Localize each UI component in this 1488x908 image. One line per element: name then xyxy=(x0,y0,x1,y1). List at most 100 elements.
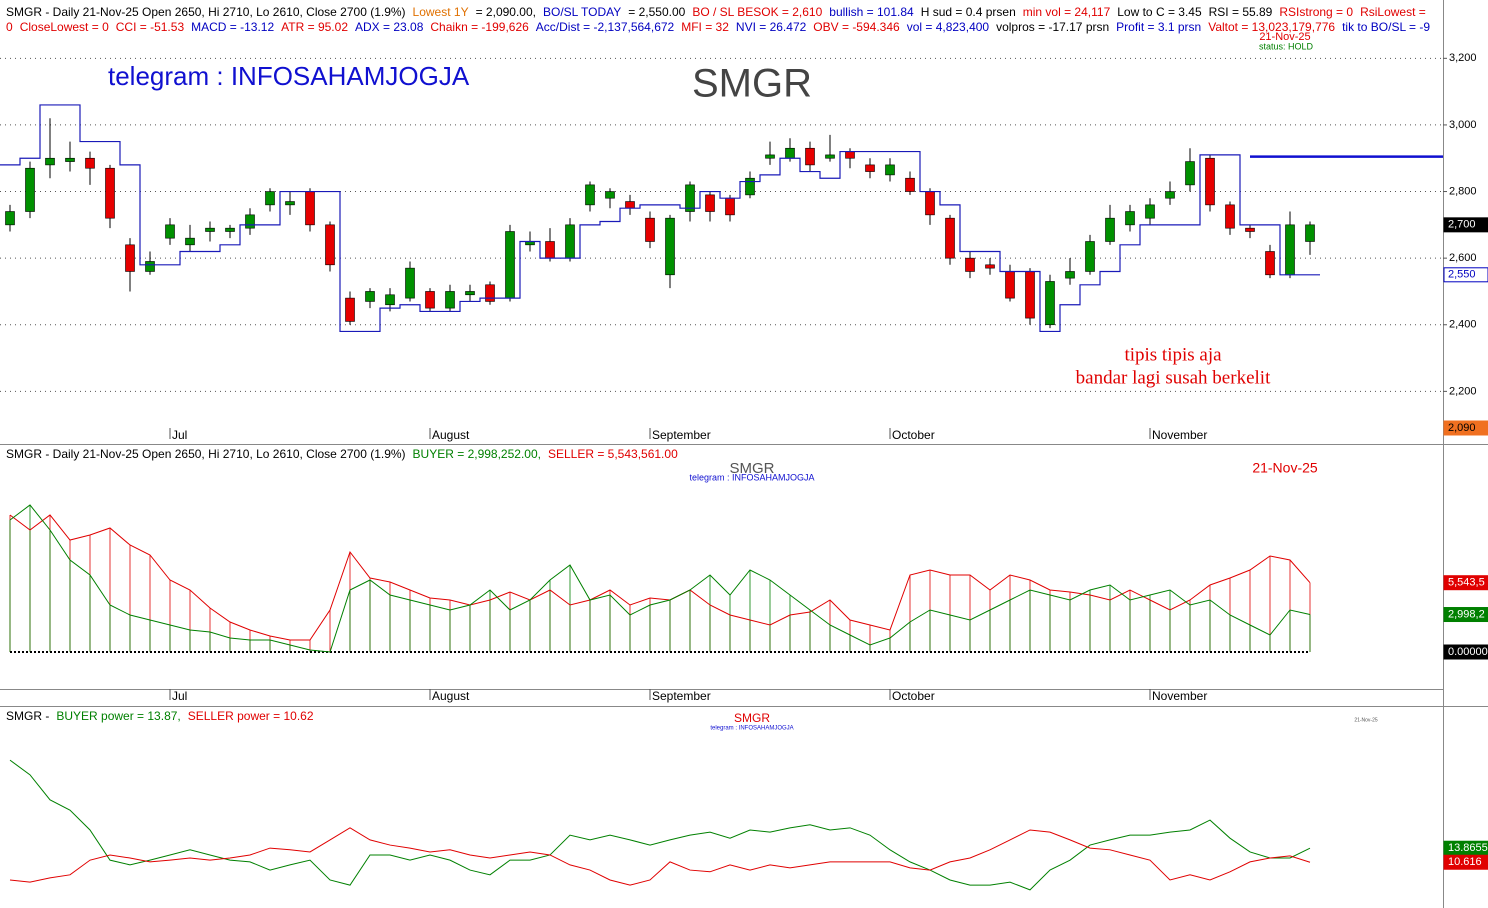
series-line xyxy=(9,827,1311,886)
title-segment: bullish = 101.84 xyxy=(829,5,914,19)
value-label: 2,998,2 xyxy=(1448,608,1485,620)
x-tick-label: August xyxy=(432,428,470,442)
date-label: 21-Nov-25 xyxy=(1354,717,1378,723)
candle-body xyxy=(1285,224,1295,276)
candle-body xyxy=(865,164,875,172)
value-label-box xyxy=(1443,644,1488,660)
candle-body xyxy=(385,294,395,306)
candle-body xyxy=(825,154,835,159)
title-segment: CloseLowest = 0 xyxy=(19,20,109,34)
candle-body xyxy=(1145,204,1155,219)
candle-body xyxy=(1205,157,1215,206)
candle-body xyxy=(45,157,55,166)
candle-body xyxy=(545,241,555,259)
candle-body xyxy=(1045,281,1055,326)
y-tick-label: 3,200 xyxy=(1449,52,1477,64)
series-line xyxy=(9,759,1311,891)
title-segment: OBV = -594.346 xyxy=(813,20,900,34)
candle-body xyxy=(625,201,635,209)
title-segment: MACD = -13.12 xyxy=(191,20,275,34)
value-label: 13.8655 xyxy=(1448,842,1488,854)
title-segment: SMGR - Daily 21-Nov-25 Open 2650, Hi 271… xyxy=(6,447,406,461)
title-segment: RSI = 55.89 xyxy=(1208,5,1273,19)
title-segment: volpros = -17.17 prsn xyxy=(996,20,1110,34)
value-label: 2,550 xyxy=(1448,269,1476,281)
candle-body xyxy=(885,164,895,176)
value-label-box xyxy=(1443,217,1488,233)
x-tick-label: August xyxy=(432,689,470,703)
candle-body xyxy=(1185,161,1195,186)
candle-body xyxy=(105,167,115,219)
indicator-header: SMGR - Daily 21-Nov-25 Open 2650, Hi 271… xyxy=(6,5,1442,35)
title-segment: Profit = 3.1 prsn xyxy=(1116,20,1202,34)
candle-body xyxy=(1065,271,1075,279)
value-label: 0.00000 xyxy=(1448,646,1488,658)
candle-body xyxy=(1305,224,1315,242)
candle-body xyxy=(605,191,615,199)
candle-body xyxy=(65,157,75,162)
candle-body xyxy=(745,177,755,196)
candle-body xyxy=(505,231,515,299)
series-line xyxy=(9,504,1311,653)
candle-body xyxy=(785,147,795,159)
candle-body xyxy=(265,191,275,206)
x-tick-label: November xyxy=(1152,689,1207,703)
title-segment: NVI = 26.472 xyxy=(735,20,807,34)
candle-body xyxy=(1225,204,1235,229)
value-label-box xyxy=(1443,575,1488,591)
candle-body xyxy=(1265,251,1275,276)
candle-body xyxy=(705,194,715,212)
title-segment: min vol = 24,117 xyxy=(1022,5,1111,19)
candle-body xyxy=(185,237,195,246)
candle-body xyxy=(305,191,315,226)
watermark: SMGR xyxy=(730,460,775,477)
candle-body xyxy=(1245,227,1255,232)
title-segment: SELLER power = 10.62 xyxy=(187,709,314,723)
title-segment: ADX = 23.08 xyxy=(355,20,424,34)
stop-line xyxy=(0,104,1320,333)
candle-body xyxy=(725,197,735,216)
panel-title: SMGR - BUYER power = 13.87, SELLER power =… xyxy=(6,709,1442,724)
title-segment: Chaikn = -199,626 xyxy=(430,20,529,34)
title-segment: BO / SL BESOK = 2,610 xyxy=(692,5,823,19)
candle-body xyxy=(985,264,995,269)
title-segment: BO/SL TODAY xyxy=(542,5,622,19)
y-tick-label: 2,800 xyxy=(1449,185,1477,197)
date-label: 21-Nov-25 xyxy=(1259,31,1310,43)
candle-body xyxy=(1085,241,1095,272)
candle-body xyxy=(5,211,15,226)
candle-body xyxy=(445,291,455,309)
value-label-box xyxy=(1443,854,1488,870)
candle-body xyxy=(285,201,295,206)
value-label-box xyxy=(1443,267,1488,283)
title-segment: = 2,090.00, xyxy=(475,5,536,19)
x-tick-label: November xyxy=(1152,428,1207,442)
title-segment: H sud = 0.4 prsen xyxy=(920,5,1016,19)
annotation: bandar lagi susah berkelit xyxy=(1076,367,1271,388)
series-line xyxy=(9,514,1311,641)
candle-body xyxy=(405,267,415,299)
candle-body xyxy=(205,227,215,232)
y-tick-label: 2,600 xyxy=(1449,252,1477,264)
candle-body xyxy=(945,217,955,259)
candle-body xyxy=(465,291,475,296)
candle-body xyxy=(925,191,935,216)
candle-body xyxy=(325,224,335,266)
x-tick-label: October xyxy=(892,689,935,703)
candle-body xyxy=(225,227,235,232)
y-tick-label: 2,200 xyxy=(1449,385,1477,397)
x-tick-label: Jul xyxy=(172,689,187,703)
candle-body xyxy=(1005,271,1015,299)
candle-body xyxy=(1105,217,1115,242)
title-segment: ATR = 95.02 xyxy=(281,20,348,34)
x-tick-label: Jul xyxy=(172,428,187,442)
candle-body xyxy=(565,224,575,259)
watermark: SMGR xyxy=(734,711,770,725)
panel-title: SMGR - Daily 21-Nov-25 Open 2650, Hi 271… xyxy=(6,447,1442,462)
title-segment: CCI = -51.53 xyxy=(115,20,185,34)
candle-body xyxy=(665,217,675,276)
candle-body xyxy=(25,167,35,212)
candle-body xyxy=(425,291,435,309)
title-segment: vol = 4,823,400 xyxy=(906,20,990,34)
